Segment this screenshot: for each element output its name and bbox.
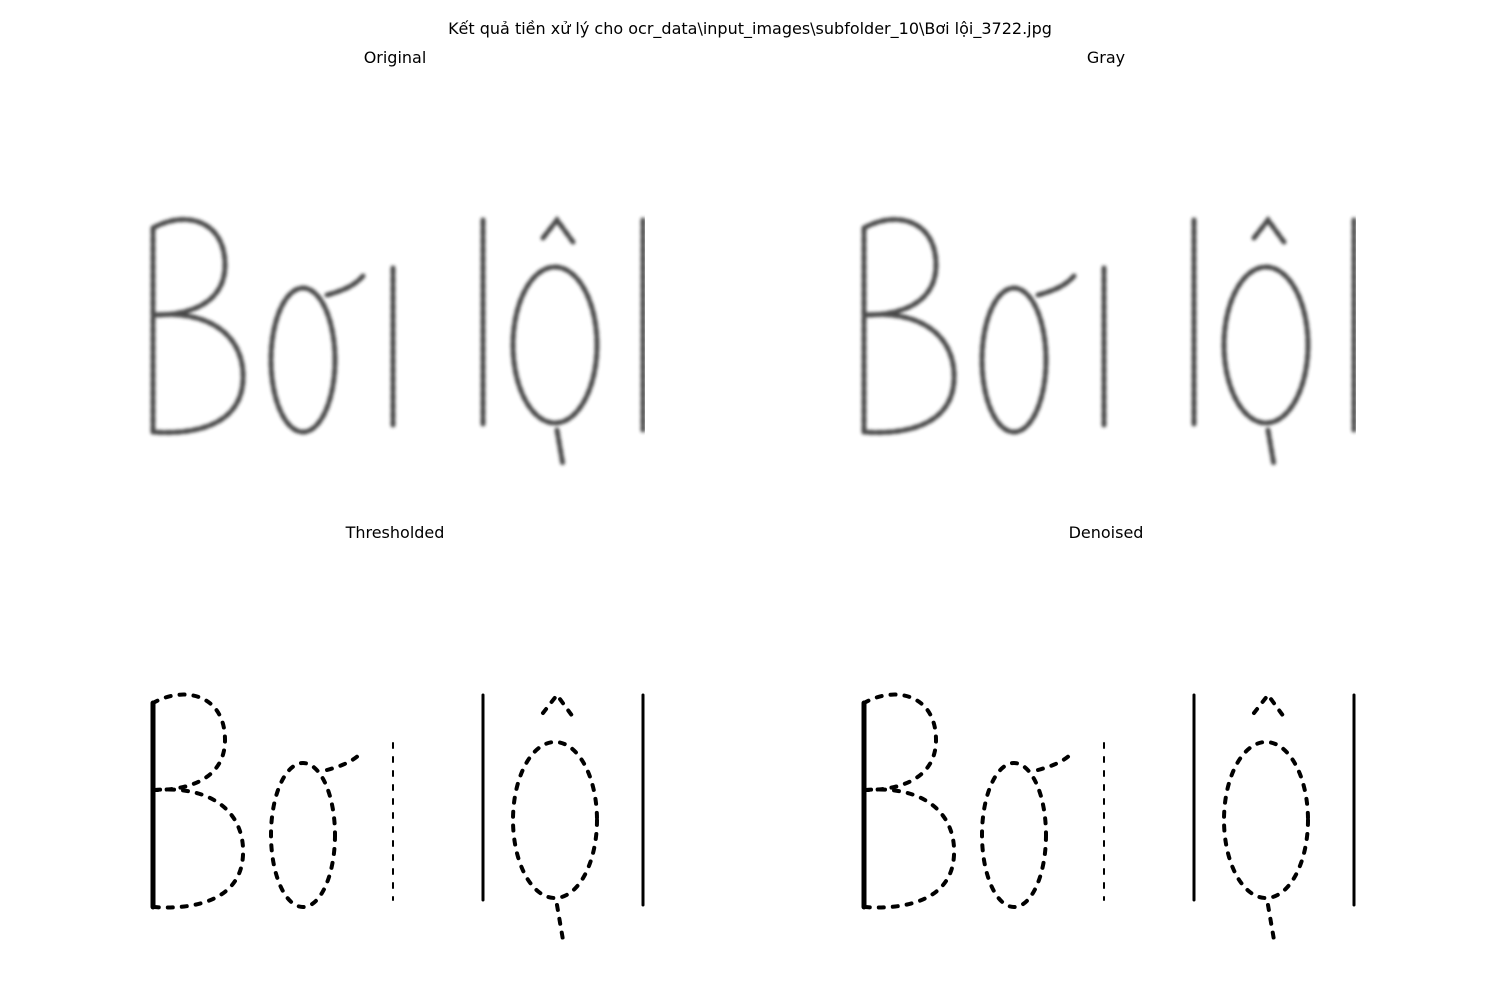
panel-title-original: Original (363, 48, 427, 67)
panel-denoised-image (856, 655, 1356, 985)
word-image-thresholded (150, 691, 645, 942)
panel-thresholded-image (145, 655, 645, 985)
panel-gray-image (856, 180, 1356, 510)
word-image-original (150, 215, 645, 468)
figure-suptitle: Kết quả tiền xử lý cho ocr_data\input_im… (448, 19, 1052, 38)
panel-title-thresholded: Thresholded (345, 523, 445, 542)
panel-title-denoised: Denoised (1068, 523, 1144, 542)
word-image-gray (861, 215, 1356, 468)
panel-title-gray: Gray (1086, 48, 1126, 67)
word-image-denoised (861, 691, 1356, 942)
panel-original-image (145, 180, 645, 510)
